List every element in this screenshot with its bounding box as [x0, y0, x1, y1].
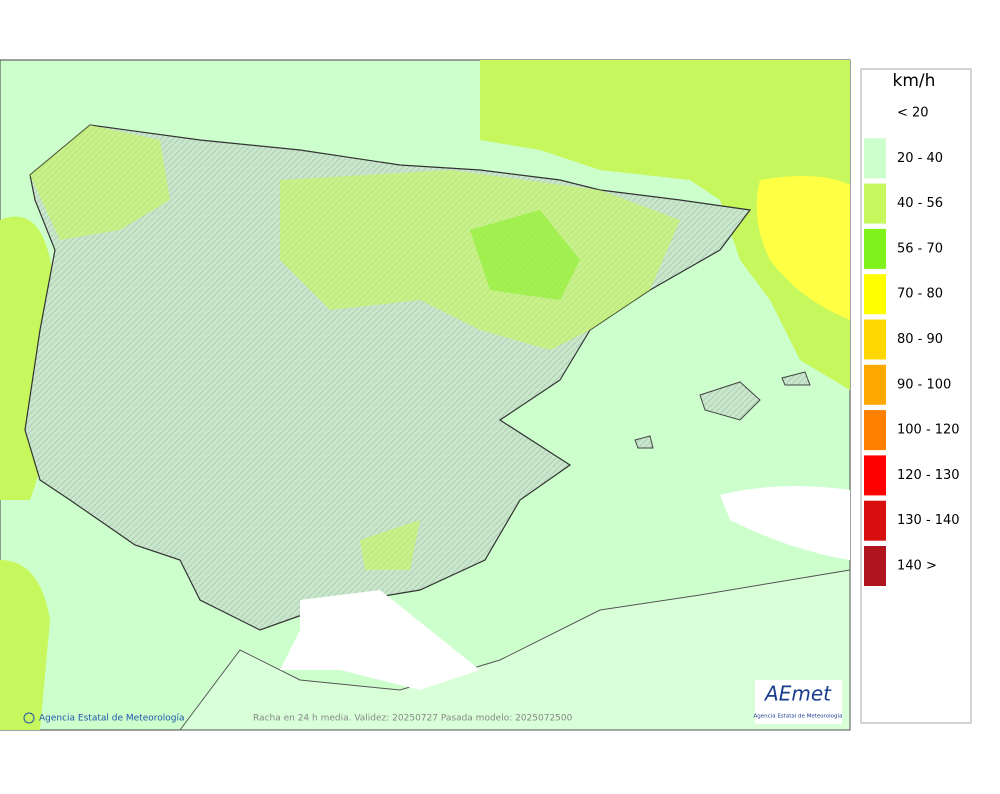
legend-label: 56 - 70: [897, 241, 943, 256]
legend-swatch: [864, 319, 886, 360]
logo-subtitle: Agencia Estatal de Meteorología: [754, 713, 843, 720]
legend-swatch: [864, 455, 886, 496]
legend-label: < 20: [897, 106, 929, 121]
caption: Racha en 24 h media. Validez: 20250727 P…: [253, 714, 573, 724]
legend-swatch: [864, 364, 886, 405]
credit: Agencia Estatal de Meteorología: [39, 714, 185, 724]
legend-label: 140 >: [897, 559, 937, 574]
legend-label: 120 - 130: [897, 468, 960, 483]
legend-label: 70 - 80: [897, 287, 943, 302]
legend: km/h < 20 20 - 40 40 - 56 56 - 70 70 - 80 80 …: [860, 68, 972, 724]
legend-swatch: [864, 410, 886, 451]
legend-swatch: [864, 274, 886, 315]
wind-area: [480, 60, 850, 390]
logo-name: AEmet: [763, 682, 832, 706]
legend-label: 90 - 100: [897, 377, 951, 392]
africa: [179, 569, 851, 731]
wind-area: [360, 520, 420, 570]
legend-label: 130 - 140: [897, 513, 960, 528]
wind-area: [0, 560, 50, 730]
island: [781, 371, 811, 386]
logo-box: [755, 680, 842, 724]
legend-swatch: [864, 546, 886, 586]
legend-swatch: [864, 228, 886, 269]
island: [634, 435, 654, 449]
legend-swatch: [864, 183, 886, 224]
calm-area: [720, 486, 850, 560]
legend-swatch: [864, 93, 886, 133]
copyright-icon: [23, 712, 35, 724]
wind-area: [30, 125, 170, 240]
map: Agencia Estatal de Meteorología Racha en…: [0, 59, 851, 731]
island: [699, 381, 761, 421]
wind-area: [470, 210, 580, 300]
legend-label: 100 - 120: [897, 423, 960, 438]
legend-unit: km/h: [893, 71, 936, 91]
legend-label: 40 - 56: [897, 196, 943, 211]
legend-label: 20 - 40: [897, 151, 943, 166]
legend-label: 80 - 90: [897, 332, 943, 347]
wind-area: [756, 176, 850, 320]
legend-swatch: [864, 500, 886, 541]
calm-area: [280, 590, 480, 690]
legend-swatch: [864, 138, 886, 179]
